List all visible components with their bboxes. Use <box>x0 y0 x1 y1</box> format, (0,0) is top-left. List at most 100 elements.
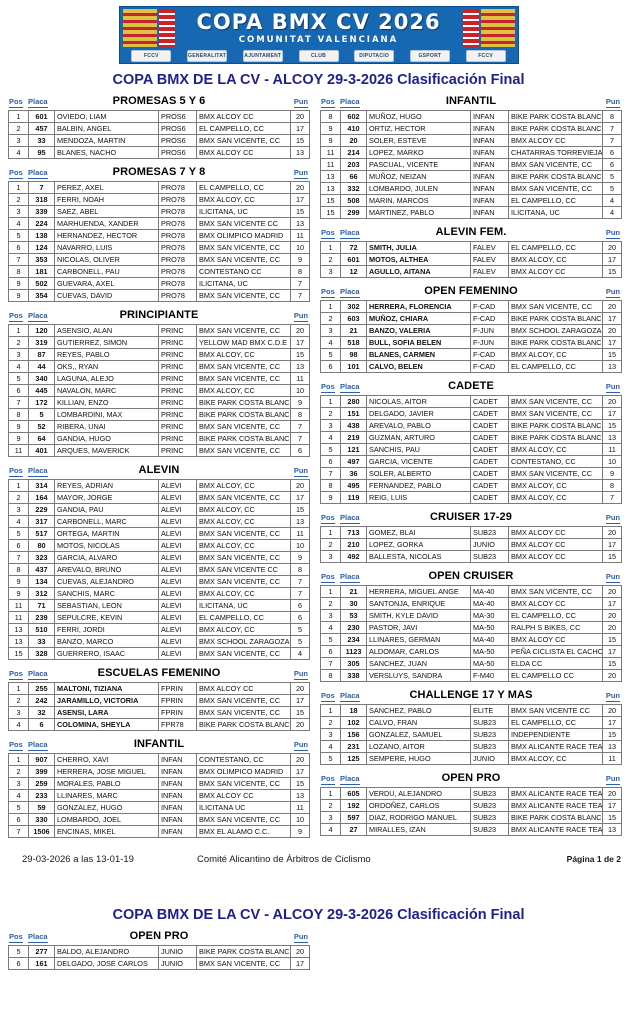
cell-position: 4 <box>8 146 29 159</box>
cell-points: 17 <box>602 645 622 658</box>
right-column: Pos Placa INFANTIL Pun 8 602 MUÑOZ, HUGO INFAN B… <box>320 95 622 845</box>
cell-position: 3 <box>320 811 341 824</box>
cell-rider-name: HERRERA, MIGUEL ANGE <box>366 585 471 598</box>
cell-points: 7 <box>290 587 310 600</box>
cell-plate: 605 <box>340 787 367 800</box>
column-header-pun: Pun <box>293 466 308 477</box>
cell-points: 20 <box>602 395 622 408</box>
cell-plate: 437 <box>28 563 55 576</box>
table-row: 1 7 PEREZ, AXEL PRO78 EL CAMPELLO, CC 20 <box>8 181 310 194</box>
cell-rider-name: SAEZ, ABEL <box>54 205 159 218</box>
cell-club: BIKE PARK COSTA BLANC <box>508 419 603 432</box>
cell-points: 17 <box>290 122 310 135</box>
cell-category-code: ALEVI <box>158 599 197 612</box>
cell-category-code: PRINC <box>158 384 197 397</box>
cell-points: 20 <box>290 110 310 123</box>
table-row: 3 492 BALLESTA, NICOLAS SUB23 BMX ALCOY CC 15 <box>320 550 622 563</box>
cell-plate: 907 <box>28 753 55 766</box>
cell-plate: 203 <box>340 158 367 171</box>
cell-club: BMX SAN VICENTE, CC <box>196 360 291 373</box>
page-footer: 29-03-2026 a las 13-01-19 Comité Alicant… <box>0 847 637 865</box>
cell-points: 9 <box>290 396 310 409</box>
cell-plate: 502 <box>28 277 55 290</box>
cell-plate: 597 <box>340 811 367 824</box>
cell-category-code: ALEVI <box>158 635 197 648</box>
cell-points: 15 <box>290 503 310 516</box>
cell-position: 5 <box>8 527 29 540</box>
cell-rider-name: GUZMAN, ARTURO <box>366 431 471 444</box>
cell-club: BMX SAN VICENTE, CC <box>196 491 291 504</box>
cell-points: 10 <box>290 813 310 826</box>
category-title: OPEN CRUISER <box>428 570 514 582</box>
cell-points: 7 <box>602 491 622 504</box>
cell-points: 7 <box>290 289 310 302</box>
results-table: 1 120 ASENSIO, ALAN PRINC BMX SAN VICENTE, C… <box>8 324 310 457</box>
cell-position: 4 <box>320 740 341 753</box>
cell-club: EL CAMPELLO CC <box>508 669 603 682</box>
cell-position: 11 <box>8 444 29 457</box>
cell-rider-name: CUEVAS, DAVID <box>54 289 159 302</box>
cell-points: 20 <box>602 241 622 254</box>
cell-rider-name: REYES, ADRIAN <box>54 479 159 492</box>
cell-club: BMX ALCOY, CC <box>508 752 603 765</box>
cell-club: BMX SAN VICENTE, CC <box>196 813 291 826</box>
cell-rider-name: ASENSIO, ALAN <box>54 324 159 337</box>
cell-club: RALPH S BIKES, CC <box>508 621 603 634</box>
category-block: Pos Placa OPEN PRO Pun 5 277 BALDO, ALEJANDRO J… <box>8 930 310 970</box>
results-table: 1 18 SANCHEZ, PABLO ELITE BMX SAN VICENTE CC… <box>320 704 622 765</box>
cell-plate: 66 <box>340 170 367 183</box>
cell-position: 2 <box>8 694 29 707</box>
cell-plate: 305 <box>340 657 367 670</box>
category-title: PROMESAS 7 Y 8 <box>112 166 206 178</box>
cell-plate: 602 <box>340 110 367 123</box>
cell-position: 2 <box>8 765 29 778</box>
cell-plate: 71 <box>28 599 55 612</box>
cell-points: 11 <box>290 527 310 540</box>
cell-position: 3 <box>8 503 29 516</box>
cell-plate: 33 <box>28 635 55 648</box>
cell-position: 13 <box>320 182 341 195</box>
cell-category-code: F-CAD <box>470 300 509 313</box>
cell-club: BMX ALCOY, CC <box>196 348 291 361</box>
table-row: 9 312 SANCHIS, MARC ALEVI BMX ALCOY, CC 7 <box>8 587 310 600</box>
cell-points: 17 <box>602 716 622 729</box>
column-header-pos: Pos <box>9 168 23 179</box>
cell-club: ILICITANA, UC <box>196 599 291 612</box>
cell-rider-name: MOTOS, NICOLAS <box>54 539 159 552</box>
cell-position: 11 <box>8 611 29 624</box>
table-row: 13 33 BANZO, MARCO ALEVI BMX SCHOOL ZARAGOZA… <box>8 635 310 648</box>
cell-points: 13 <box>602 431 622 444</box>
cell-club: BMX OLIMPICO MADRID <box>196 229 291 242</box>
category-header: Pos Placa ALEVIN Pun <box>8 464 310 479</box>
category-block: Pos Placa PROMESAS 5 Y 6 Pun 1 601 OVIEDO, LIA… <box>8 95 310 159</box>
cell-club: BMX SAN VICENTE, CC <box>196 289 291 302</box>
cell-rider-name: ASENSI, LARA <box>54 706 159 719</box>
cell-position: 4 <box>320 823 341 836</box>
cell-position: 3 <box>8 706 29 719</box>
cell-plate: 401 <box>28 444 55 457</box>
cell-points: 17 <box>290 336 310 349</box>
cell-plate: 338 <box>340 669 367 682</box>
cell-position: 5 <box>8 801 29 814</box>
table-row: 9 64 GANDIA, HUGO PRINC BIKE PARK COSTA BLAN… <box>8 432 310 445</box>
cell-position: 6 <box>8 241 29 254</box>
results-page-2: COPA BMX DE LA CV - ALCOY 29-3-2026 Clas… <box>0 891 637 979</box>
column-header-pos: Pos <box>321 774 335 785</box>
cell-category-code: PRINC <box>158 408 197 421</box>
cell-points: 20 <box>290 181 310 194</box>
column-header-pos: Pos <box>9 932 23 943</box>
table-row: 2 102 CALVO, FRAN SUB23 EL CAMPELLO, CC 17 <box>320 716 622 729</box>
cell-points: 6 <box>290 599 310 612</box>
cell-category-code: PRO78 <box>158 289 197 302</box>
cell-plate: 33 <box>28 134 55 147</box>
cell-rider-name: GUEVARA, AXEL <box>54 277 159 290</box>
cell-category-code: CADET <box>470 479 509 492</box>
cell-points: 4 <box>602 206 622 219</box>
cell-plate: 517 <box>28 527 55 540</box>
table-row: 2 601 MOTOS, ALTHEA FALEV BMX ALCOY, CC 17 <box>320 253 622 266</box>
cell-points: 7 <box>602 122 622 135</box>
cell-category-code: F-CAD <box>470 312 509 325</box>
column-header-pun: Pun <box>605 691 620 702</box>
cell-club: BMX ALCOY CC <box>508 538 603 551</box>
cell-position: 8 <box>320 669 341 682</box>
